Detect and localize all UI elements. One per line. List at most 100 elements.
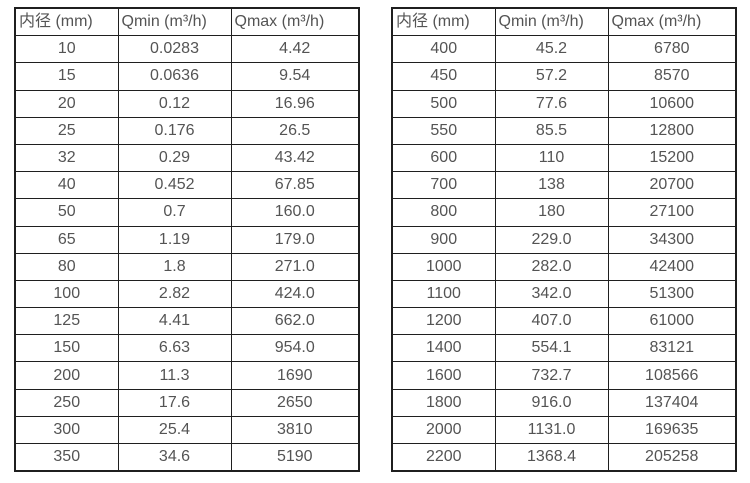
table-row: 250 17.6 2650	[14, 388, 360, 417]
header-row: 内径 (mm) Qmin (m³/h) Qmax (m³/h)	[14, 7, 360, 37]
table-cell: 1800	[391, 388, 496, 417]
table-cell: 65	[14, 225, 119, 254]
table-row: 80 1.8 271.0	[14, 252, 360, 281]
table-cell: 25	[14, 116, 119, 145]
table-cell: 0.452	[117, 171, 232, 200]
table-cell: 25.4	[117, 415, 232, 445]
table-row: 2000 1131.0 169635	[391, 415, 737, 445]
table-cell: 83121	[607, 334, 737, 363]
table-cell: 17.6	[117, 388, 232, 417]
table-cell: 900	[391, 225, 496, 254]
table-cell: 600	[391, 143, 496, 173]
table-row: 1200 407.0 61000	[391, 307, 737, 336]
table-row: 15 0.0636 9.54	[14, 62, 360, 91]
table-cell: 150	[14, 334, 119, 363]
table-cell: 32	[14, 143, 119, 173]
table-cell: 732.7	[494, 361, 609, 390]
table-cell: 3810	[230, 415, 360, 445]
table-cell: 205258	[607, 443, 737, 472]
table-cell: 61000	[607, 307, 737, 336]
table-row: 32 0.29 43.42	[14, 143, 360, 173]
table-cell: 27100	[607, 198, 737, 227]
table-cell: 108566	[607, 361, 737, 390]
table-cell: 916.0	[494, 388, 609, 417]
table-cell: 125	[14, 307, 119, 336]
table-cell: 0.0636	[117, 62, 232, 91]
table-cell: 300	[14, 415, 119, 445]
table-cell: 179.0	[230, 225, 360, 254]
flow-table-small-diameters: 内径 (mm) Qmin (m³/h) Qmax (m³/h) 10 0.0283…	[14, 7, 360, 473]
table-cell: 42400	[607, 252, 737, 281]
table-cell: 57.2	[494, 62, 609, 91]
table-row: 65 1.19 179.0	[14, 225, 360, 254]
table-row: 450 57.2 8570	[391, 62, 737, 91]
table-cell: 8570	[607, 62, 737, 91]
table-row: 10 0.0283 4.42	[14, 35, 360, 64]
table-cell: 1600	[391, 361, 496, 390]
table-cell: 2.82	[117, 279, 232, 309]
table-cell: 20700	[607, 171, 737, 200]
table-cell: 11.3	[117, 361, 232, 390]
table-cell: 85.5	[494, 116, 609, 145]
table-cell: 26.5	[230, 116, 360, 145]
table-row: 1600 732.7 108566	[391, 361, 737, 390]
table-cell: 10600	[607, 89, 737, 118]
table-cell: 4.42	[230, 35, 360, 64]
column-header-diameter: 内径 (mm)	[14, 7, 119, 37]
table-row: 100 2.82 424.0	[14, 279, 360, 309]
table-cell: 6.63	[117, 334, 232, 363]
table-cell: 350	[14, 443, 119, 472]
table-row: 500 77.6 10600	[391, 89, 737, 118]
table-cell: 20	[14, 89, 119, 118]
table-cell: 662.0	[230, 307, 360, 336]
table-cell: 1131.0	[494, 415, 609, 445]
table-row: 350 34.6 5190	[14, 443, 360, 472]
table-cell: 67.85	[230, 171, 360, 200]
table-cell: 80	[14, 252, 119, 281]
column-header-qmin: Qmin (m³/h)	[494, 7, 609, 37]
column-header-qmin: Qmin (m³/h)	[117, 7, 232, 37]
table-cell: 954.0	[230, 334, 360, 363]
table-row: 40 0.452 67.85	[14, 171, 360, 200]
table-row: 300 25.4 3810	[14, 415, 360, 445]
table-cell: 15200	[607, 143, 737, 173]
table-row: 800 180 27100	[391, 198, 737, 227]
column-header-qmax: Qmax (m³/h)	[607, 7, 737, 37]
table-row: 550 85.5 12800	[391, 116, 737, 145]
table-cell: 2650	[230, 388, 360, 417]
table-cell: 0.0283	[117, 35, 232, 64]
table-cell: 138	[494, 171, 609, 200]
table-cell: 45.2	[494, 35, 609, 64]
table-cell: 554.1	[494, 334, 609, 363]
table-cell: 110	[494, 143, 609, 173]
table-cell: 1000	[391, 252, 496, 281]
table-row: 1800 916.0 137404	[391, 388, 737, 417]
table-cell: 1690	[230, 361, 360, 390]
table-cell: 5190	[230, 443, 360, 472]
table-cell: 9.54	[230, 62, 360, 91]
table-cell: 250	[14, 388, 119, 417]
table-row: 50 0.7 160.0	[14, 198, 360, 227]
table-cell: 700	[391, 171, 496, 200]
table-cell: 4.41	[117, 307, 232, 336]
table-cell: 12800	[607, 116, 737, 145]
table-cell: 50	[14, 198, 119, 227]
table-cell: 34300	[607, 225, 737, 254]
header-row: 内径 (mm) Qmin (m³/h) Qmax (m³/h)	[391, 7, 737, 37]
table-cell: 500	[391, 89, 496, 118]
table-row: 150 6.63 954.0	[14, 334, 360, 363]
table-cell: 550	[391, 116, 496, 145]
table-cell: 169635	[607, 415, 737, 445]
table-row: 900 229.0 34300	[391, 225, 737, 254]
table-row: 1400 554.1 83121	[391, 334, 737, 363]
table-cell: 400	[391, 35, 496, 64]
table-cell: 342.0	[494, 279, 609, 309]
table-cell: 100	[14, 279, 119, 309]
tables-container: 内径 (mm) Qmin (m³/h) Qmax (m³/h) 10 0.0283…	[14, 7, 737, 473]
table-row: 400 45.2 6780	[391, 35, 737, 64]
table-cell: 0.29	[117, 143, 232, 173]
table-cell: 450	[391, 62, 496, 91]
table-cell: 43.42	[230, 143, 360, 173]
table-row: 20 0.12 16.96	[14, 89, 360, 118]
flow-table-large-diameters: 内径 (mm) Qmin (m³/h) Qmax (m³/h) 400 45.2 6…	[391, 7, 737, 473]
